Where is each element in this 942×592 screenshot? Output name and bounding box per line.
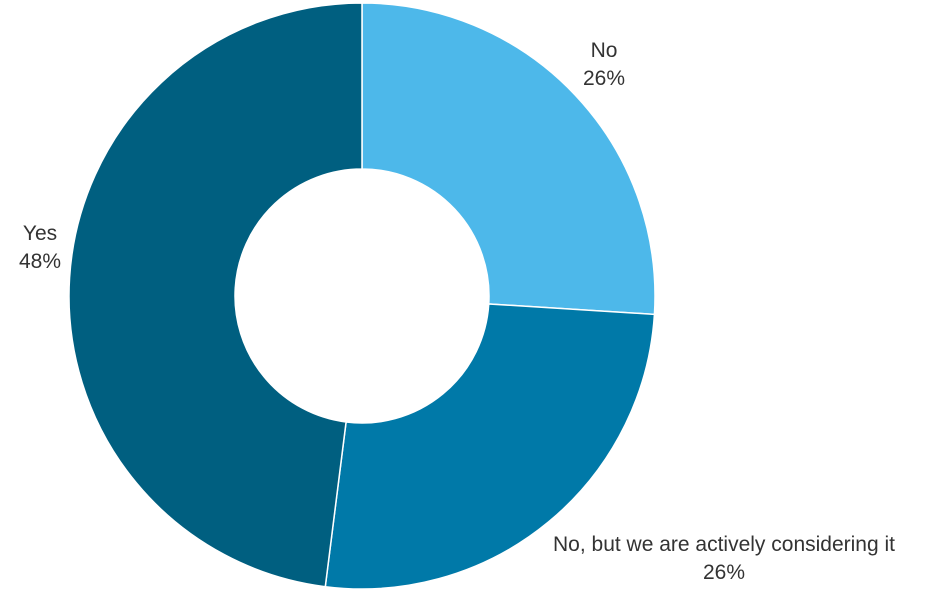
slice-label-no: No	[591, 39, 618, 62]
slice-percent-no: 26%	[583, 67, 625, 90]
donut-slices	[68, 2, 656, 590]
slice-yes	[68, 2, 363, 588]
slice-label-considering: No, but we are actively considering it	[553, 533, 895, 556]
slice-percent-yes: 48%	[19, 250, 61, 273]
slice-percent-considering: 26%	[703, 561, 745, 584]
slice-no	[361, 2, 656, 316]
slice-considering	[324, 303, 656, 590]
slice-label-yes: Yes	[23, 222, 57, 245]
